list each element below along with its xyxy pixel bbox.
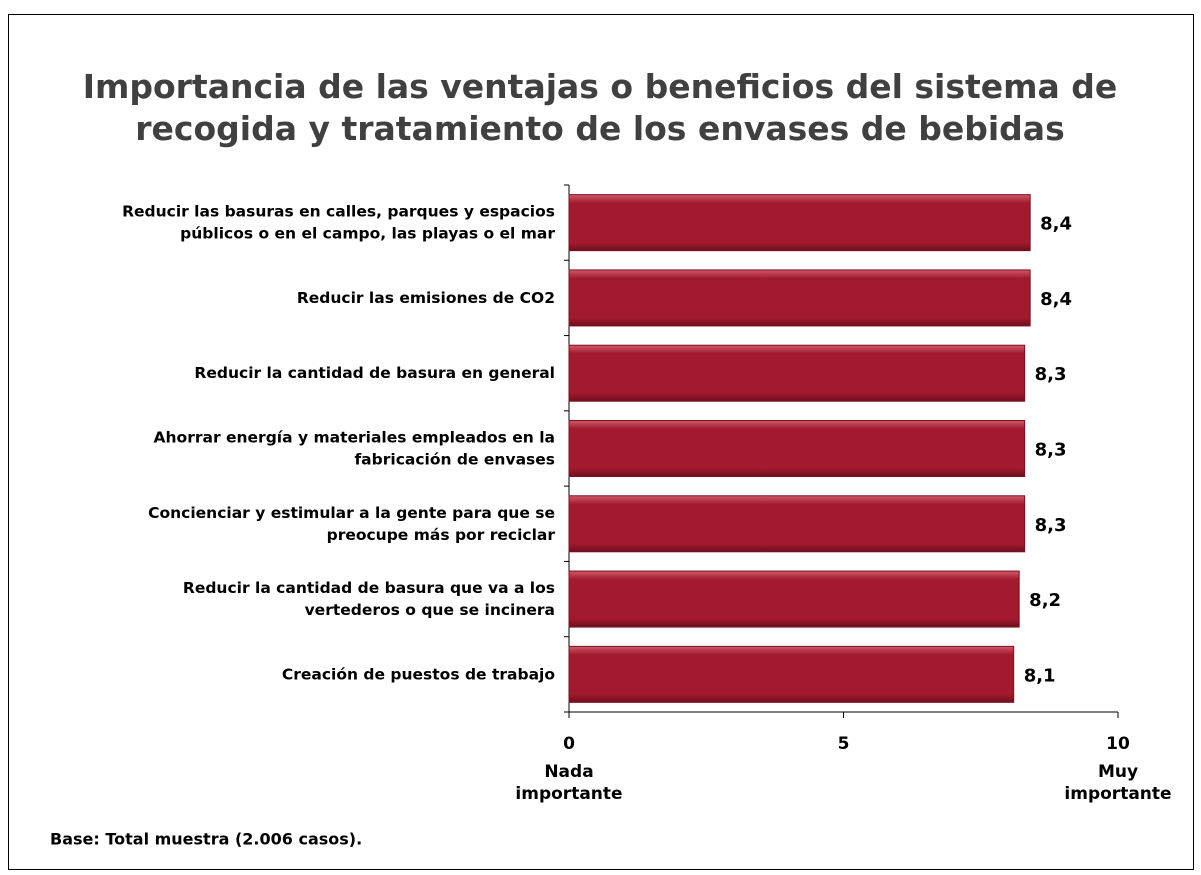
y-tick-label: Reducir las basuras en calles, parques y… [122, 202, 555, 242]
y-tick-label: Reducir las emisiones de CO2 [297, 288, 555, 306]
bar [568, 269, 1031, 327]
x-tick-label: 0 [563, 734, 575, 754]
x-tick-label: 10 [1106, 734, 1130, 754]
value-label: 8,3 [1035, 515, 1067, 536]
chart-border [8, 14, 1194, 870]
bar [568, 344, 1026, 402]
value-label: 8,1 [1024, 665, 1056, 686]
footnote: Base: Total muestra (2.006 casos). [50, 830, 362, 849]
chart-title: Importancia de las ventajas o beneficios… [83, 67, 1118, 148]
bar [568, 570, 1020, 628]
axis-annotation: Nada importante [515, 762, 622, 804]
value-label: 8,3 [1035, 440, 1067, 461]
axis-annotation: Muy importante [1064, 762, 1171, 804]
y-tick-label: Reducir la cantidad de basura que va a l… [183, 579, 555, 619]
y-tick-label: Concienciar y estimular a la gente para … [148, 503, 555, 543]
value-label: 8,2 [1029, 590, 1061, 611]
bar [568, 645, 1015, 703]
bar [568, 194, 1031, 252]
y-tick-label: Reducir la cantidad de basura en general [194, 364, 555, 382]
value-label: 8,4 [1040, 214, 1072, 235]
y-tick-label: Creación de puestos de trabajo [282, 665, 555, 683]
value-label: 8,3 [1035, 364, 1067, 385]
value-label: 8,4 [1040, 289, 1072, 310]
bar [568, 420, 1026, 477]
y-tick-label: Ahorrar energía y materiales empleados e… [154, 428, 555, 468]
bar [568, 495, 1026, 553]
x-tick-label: 5 [838, 734, 850, 754]
